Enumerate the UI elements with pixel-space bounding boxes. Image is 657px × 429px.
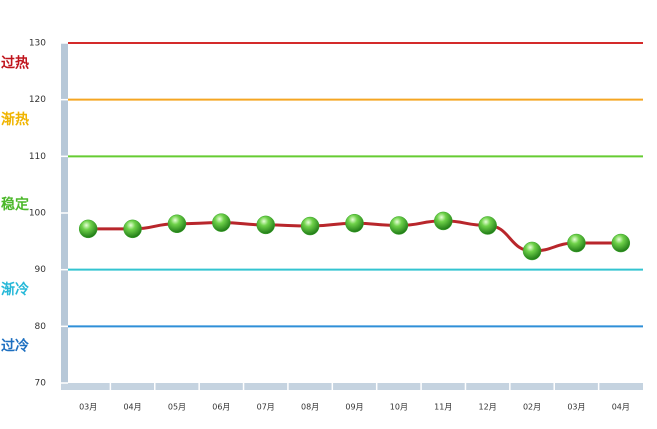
x-tick-label: 02月 <box>523 403 541 412</box>
point-marker <box>345 213 364 233</box>
x-tick-label: 12月 <box>479 403 497 412</box>
y-tick-label: 90 <box>35 265 47 275</box>
x-tick-label: 03月 <box>79 403 97 412</box>
y-tick-label: 120 <box>29 95 46 105</box>
y-tick-label: 100 <box>29 209 46 219</box>
zone-label: 稳定 <box>1 196 29 213</box>
point-marker <box>389 216 409 235</box>
x-tick-label: 11月 <box>434 403 452 412</box>
zone-label: 过冷 <box>1 338 29 355</box>
x-axis-bar <box>61 383 643 390</box>
y-tick-label: 80 <box>35 322 47 332</box>
x-tick-label: 04月 <box>612 403 630 412</box>
point-marker <box>212 213 231 232</box>
point-marker <box>78 219 98 239</box>
y-axis-bar <box>61 43 68 390</box>
point-marker <box>300 216 320 236</box>
point-marker <box>567 233 586 253</box>
y-tick-label: 110 <box>29 152 46 162</box>
y-tick-label: 130 <box>29 39 46 49</box>
point-marker <box>434 211 453 231</box>
zone-label: 渐冷 <box>1 281 29 298</box>
point-marker <box>478 216 497 235</box>
x-tick-label: 06月 <box>212 403 230 412</box>
x-tick-label: 04月 <box>123 403 141 412</box>
zone-label: 过热 <box>1 54 29 71</box>
x-tick-label: 05月 <box>168 403 186 412</box>
point-marker <box>256 215 275 235</box>
x-tick-label: 07月 <box>257 403 275 412</box>
y-tick-label: 70 <box>35 379 47 389</box>
x-tick-label: 03月 <box>567 403 585 412</box>
point-marker <box>522 241 542 261</box>
x-tick-label: 08月 <box>301 403 319 412</box>
point-marker <box>167 214 187 234</box>
point-marker <box>611 233 631 253</box>
x-tick-label: 10月 <box>390 403 408 412</box>
zone-label: 渐热 <box>1 111 29 128</box>
point-marker <box>123 219 142 239</box>
x-tick-label: 09月 <box>345 403 363 412</box>
